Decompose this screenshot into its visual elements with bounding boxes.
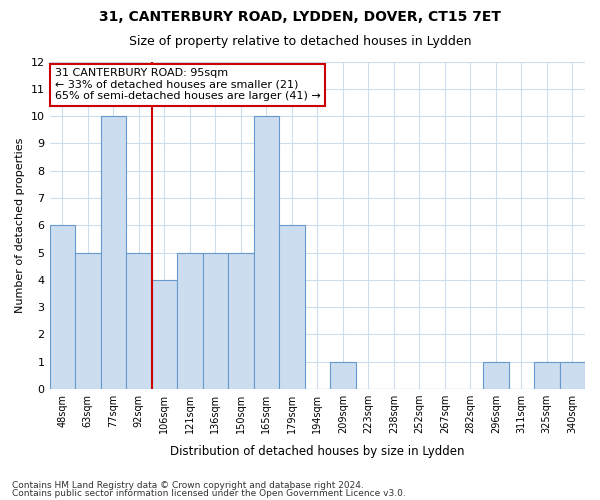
- Bar: [560, 362, 585, 389]
- Bar: [279, 226, 305, 389]
- Text: 31, CANTERBURY ROAD, LYDDEN, DOVER, CT15 7ET: 31, CANTERBURY ROAD, LYDDEN, DOVER, CT15…: [99, 10, 501, 24]
- Text: Size of property relative to detached houses in Lydden: Size of property relative to detached ho…: [129, 35, 471, 48]
- X-axis label: Distribution of detached houses by size in Lydden: Distribution of detached houses by size …: [170, 444, 464, 458]
- Text: 31 CANTERBURY ROAD: 95sqm
← 33% of detached houses are smaller (21)
65% of semi-: 31 CANTERBURY ROAD: 95sqm ← 33% of detac…: [55, 68, 320, 102]
- Y-axis label: Number of detached properties: Number of detached properties: [15, 138, 25, 313]
- Text: Contains HM Land Registry data © Crown copyright and database right 2024.: Contains HM Land Registry data © Crown c…: [12, 480, 364, 490]
- Bar: [203, 252, 228, 389]
- Bar: [483, 362, 509, 389]
- Bar: [50, 226, 75, 389]
- Text: Contains public sector information licensed under the Open Government Licence v3: Contains public sector information licen…: [12, 489, 406, 498]
- Bar: [75, 252, 101, 389]
- Bar: [228, 252, 254, 389]
- Bar: [254, 116, 279, 389]
- Bar: [177, 252, 203, 389]
- Bar: [534, 362, 560, 389]
- Bar: [152, 280, 177, 389]
- Bar: [126, 252, 152, 389]
- Bar: [330, 362, 356, 389]
- Bar: [101, 116, 126, 389]
